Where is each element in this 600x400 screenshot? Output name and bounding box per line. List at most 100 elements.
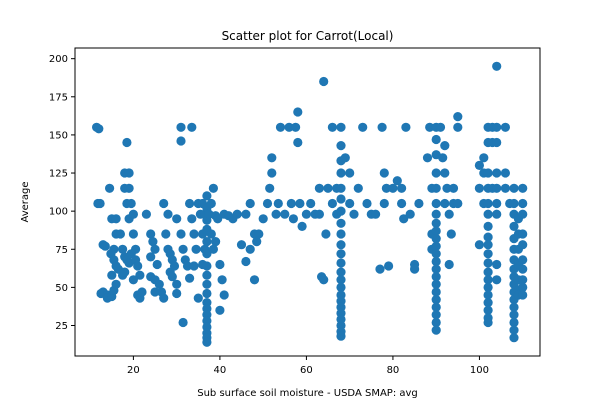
data-point — [185, 273, 195, 283]
data-point — [291, 122, 301, 132]
data-point — [327, 198, 337, 209]
data-point — [178, 244, 188, 254]
data-point — [128, 275, 138, 285]
y-tick-label: 150 — [49, 130, 68, 141]
data-point — [105, 183, 115, 193]
data-point — [431, 241, 441, 251]
data-point — [271, 209, 281, 219]
data-point — [483, 258, 493, 268]
data-point — [431, 264, 441, 274]
data-point — [392, 176, 402, 186]
data-point — [336, 258, 346, 268]
data-point — [191, 244, 201, 254]
data-point — [306, 198, 316, 209]
data-point — [399, 214, 409, 224]
y-tick-label: 100 — [49, 207, 68, 218]
data-point — [178, 317, 188, 328]
data-point — [137, 287, 147, 297]
y-tick-label: 25 — [55, 321, 68, 332]
data-point — [435, 122, 446, 132]
data-point — [500, 168, 510, 178]
data-point — [431, 183, 441, 193]
data-point — [146, 252, 156, 262]
data-point — [215, 305, 225, 315]
data-point — [176, 122, 186, 132]
data-point — [187, 214, 197, 224]
data-point — [159, 293, 169, 303]
data-point — [483, 275, 493, 285]
y-tick-label: 75 — [55, 245, 68, 256]
x-axis: 20 40 60 80 100 — [127, 356, 489, 376]
data-point — [206, 229, 216, 239]
data-point — [182, 261, 193, 271]
data-point — [474, 160, 484, 170]
data-point — [442, 183, 452, 193]
data-point — [254, 229, 264, 239]
data-point — [241, 256, 251, 267]
data-point — [133, 261, 143, 271]
data-point — [431, 279, 441, 289]
data-point — [431, 198, 441, 209]
data-point — [440, 198, 450, 209]
data-point — [163, 209, 173, 219]
data-point — [483, 168, 493, 178]
data-point — [509, 310, 519, 320]
data-point — [492, 137, 502, 148]
data-point — [345, 168, 355, 178]
data-point — [249, 275, 260, 285]
data-point — [301, 209, 311, 219]
y-axis-label: Average — [20, 181, 31, 222]
data-point — [362, 198, 372, 209]
data-point — [483, 317, 493, 328]
data-point — [479, 153, 489, 163]
data-point — [241, 209, 251, 219]
data-point — [336, 183, 346, 193]
data-point — [94, 124, 104, 134]
data-point — [431, 317, 441, 328]
data-point — [518, 255, 528, 265]
data-point — [518, 275, 528, 285]
data-point — [284, 122, 294, 132]
data-point — [336, 206, 346, 216]
data-point — [100, 241, 110, 251]
data-point — [336, 194, 346, 204]
data-point — [265, 183, 275, 193]
data-point — [95, 198, 105, 209]
data-point — [252, 237, 262, 247]
data-point — [483, 198, 493, 209]
data-point — [208, 183, 218, 193]
data-point — [401, 122, 411, 132]
data-point — [321, 229, 331, 239]
data-point — [150, 287, 160, 297]
data-point — [336, 249, 346, 259]
data-point — [135, 270, 145, 280]
data-point — [492, 61, 502, 71]
data-point — [202, 337, 212, 347]
data-point — [431, 272, 441, 282]
data-point — [453, 198, 463, 209]
data-point — [518, 240, 528, 250]
data-point — [340, 153, 350, 163]
data-point — [483, 267, 493, 277]
data-point — [122, 137, 132, 148]
data-point — [172, 279, 182, 289]
data-point — [286, 198, 296, 209]
data-point — [336, 229, 346, 239]
data-point — [211, 237, 221, 247]
data-point — [431, 310, 441, 320]
data-point — [509, 221, 519, 231]
data-point — [120, 267, 130, 277]
data-point — [336, 141, 346, 151]
data-point — [323, 183, 333, 193]
data-point — [314, 209, 324, 219]
data-point — [275, 122, 286, 132]
data-point — [358, 122, 368, 132]
data-point — [150, 244, 160, 254]
data-point — [431, 256, 441, 267]
data-point — [336, 267, 346, 277]
data-point — [353, 183, 363, 193]
data-point — [483, 282, 493, 292]
data-point — [438, 153, 448, 163]
data-point — [111, 279, 121, 289]
